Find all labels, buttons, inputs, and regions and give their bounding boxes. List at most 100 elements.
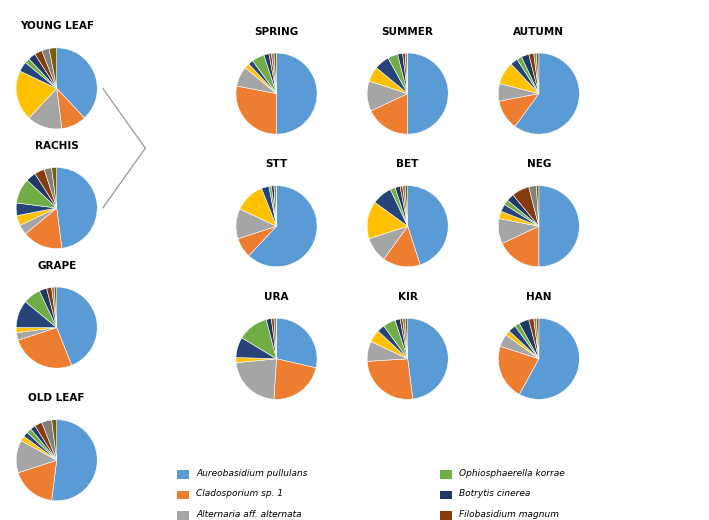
Wedge shape: [519, 319, 539, 359]
Wedge shape: [238, 226, 277, 256]
Wedge shape: [16, 328, 57, 333]
Wedge shape: [236, 357, 277, 362]
Wedge shape: [24, 433, 57, 460]
Wedge shape: [367, 342, 408, 361]
Wedge shape: [52, 420, 97, 501]
Wedge shape: [536, 318, 539, 359]
Wedge shape: [513, 187, 539, 226]
Wedge shape: [529, 186, 539, 226]
Wedge shape: [269, 54, 277, 94]
Wedge shape: [408, 318, 448, 399]
Text: Botrytis cinerea: Botrytis cinerea: [459, 489, 530, 499]
Wedge shape: [21, 436, 57, 460]
Wedge shape: [388, 54, 408, 94]
Wedge shape: [498, 84, 539, 101]
Title: NEG: NEG: [527, 159, 551, 170]
Title: SUMMER: SUMMER: [381, 27, 434, 37]
Wedge shape: [539, 186, 579, 267]
Wedge shape: [42, 48, 57, 88]
Wedge shape: [57, 167, 97, 248]
Text: Aureobasidium pullulans: Aureobasidium pullulans: [196, 469, 308, 478]
Text: Alternaria aff. alternata: Alternaria aff. alternata: [196, 510, 302, 519]
Wedge shape: [44, 168, 57, 208]
Wedge shape: [384, 320, 408, 359]
Wedge shape: [240, 188, 277, 226]
Wedge shape: [274, 186, 277, 226]
Wedge shape: [498, 346, 539, 394]
Wedge shape: [26, 291, 57, 328]
Wedge shape: [264, 54, 277, 94]
Wedge shape: [40, 288, 57, 328]
Wedge shape: [16, 203, 57, 216]
Wedge shape: [29, 88, 62, 129]
Wedge shape: [57, 48, 97, 118]
Wedge shape: [16, 328, 57, 340]
Wedge shape: [506, 331, 539, 359]
Wedge shape: [31, 426, 57, 460]
Wedge shape: [403, 186, 408, 226]
Wedge shape: [18, 328, 72, 368]
Wedge shape: [274, 318, 277, 359]
Wedge shape: [505, 200, 539, 226]
Wedge shape: [274, 359, 316, 399]
Wedge shape: [529, 54, 539, 94]
Wedge shape: [277, 53, 317, 134]
Wedge shape: [27, 174, 57, 208]
Wedge shape: [236, 359, 277, 399]
Wedge shape: [519, 318, 579, 399]
Wedge shape: [52, 287, 57, 328]
Wedge shape: [277, 318, 317, 368]
Wedge shape: [35, 170, 57, 208]
Wedge shape: [16, 440, 57, 473]
Title: GRAPE: GRAPE: [37, 261, 77, 271]
Wedge shape: [16, 71, 57, 118]
Wedge shape: [57, 287, 97, 366]
Text: Cladosporium sp. 1: Cladosporium sp. 1: [196, 489, 284, 499]
Title: KIR: KIR: [398, 292, 418, 302]
Wedge shape: [534, 53, 539, 94]
Title: OLD LEAF: OLD LEAF: [28, 393, 85, 404]
Wedge shape: [400, 319, 408, 359]
Wedge shape: [408, 53, 448, 134]
Wedge shape: [536, 53, 539, 94]
Wedge shape: [16, 302, 57, 328]
Wedge shape: [405, 186, 408, 226]
Wedge shape: [26, 59, 57, 88]
Wedge shape: [52, 420, 57, 460]
Wedge shape: [498, 218, 539, 243]
Wedge shape: [405, 318, 408, 359]
Wedge shape: [398, 54, 408, 94]
Wedge shape: [369, 226, 408, 259]
Wedge shape: [500, 64, 539, 94]
Wedge shape: [249, 61, 277, 94]
Wedge shape: [35, 50, 57, 88]
Wedge shape: [517, 57, 539, 94]
Wedge shape: [16, 180, 57, 208]
Wedge shape: [49, 48, 57, 88]
Wedge shape: [272, 186, 277, 226]
Wedge shape: [499, 94, 539, 126]
Wedge shape: [536, 186, 539, 226]
Wedge shape: [501, 204, 539, 226]
Title: YOUNG LEAF: YOUNG LEAF: [20, 21, 94, 32]
Wedge shape: [252, 55, 277, 94]
Text: Ophiosphaerella korrae: Ophiosphaerella korrae: [459, 469, 564, 478]
Wedge shape: [57, 88, 84, 128]
Wedge shape: [236, 86, 277, 134]
Wedge shape: [17, 208, 57, 225]
Wedge shape: [371, 94, 408, 134]
Wedge shape: [371, 331, 408, 359]
Wedge shape: [54, 287, 57, 328]
Wedge shape: [52, 167, 57, 208]
Wedge shape: [508, 195, 539, 226]
Wedge shape: [367, 202, 408, 239]
Wedge shape: [395, 186, 408, 226]
Wedge shape: [42, 420, 57, 460]
Wedge shape: [367, 81, 408, 111]
Wedge shape: [378, 326, 408, 359]
Wedge shape: [266, 319, 277, 359]
Text: Filobasidium magnum: Filobasidium magnum: [459, 510, 559, 519]
Wedge shape: [515, 323, 539, 359]
Wedge shape: [26, 208, 62, 249]
Wedge shape: [405, 53, 408, 94]
